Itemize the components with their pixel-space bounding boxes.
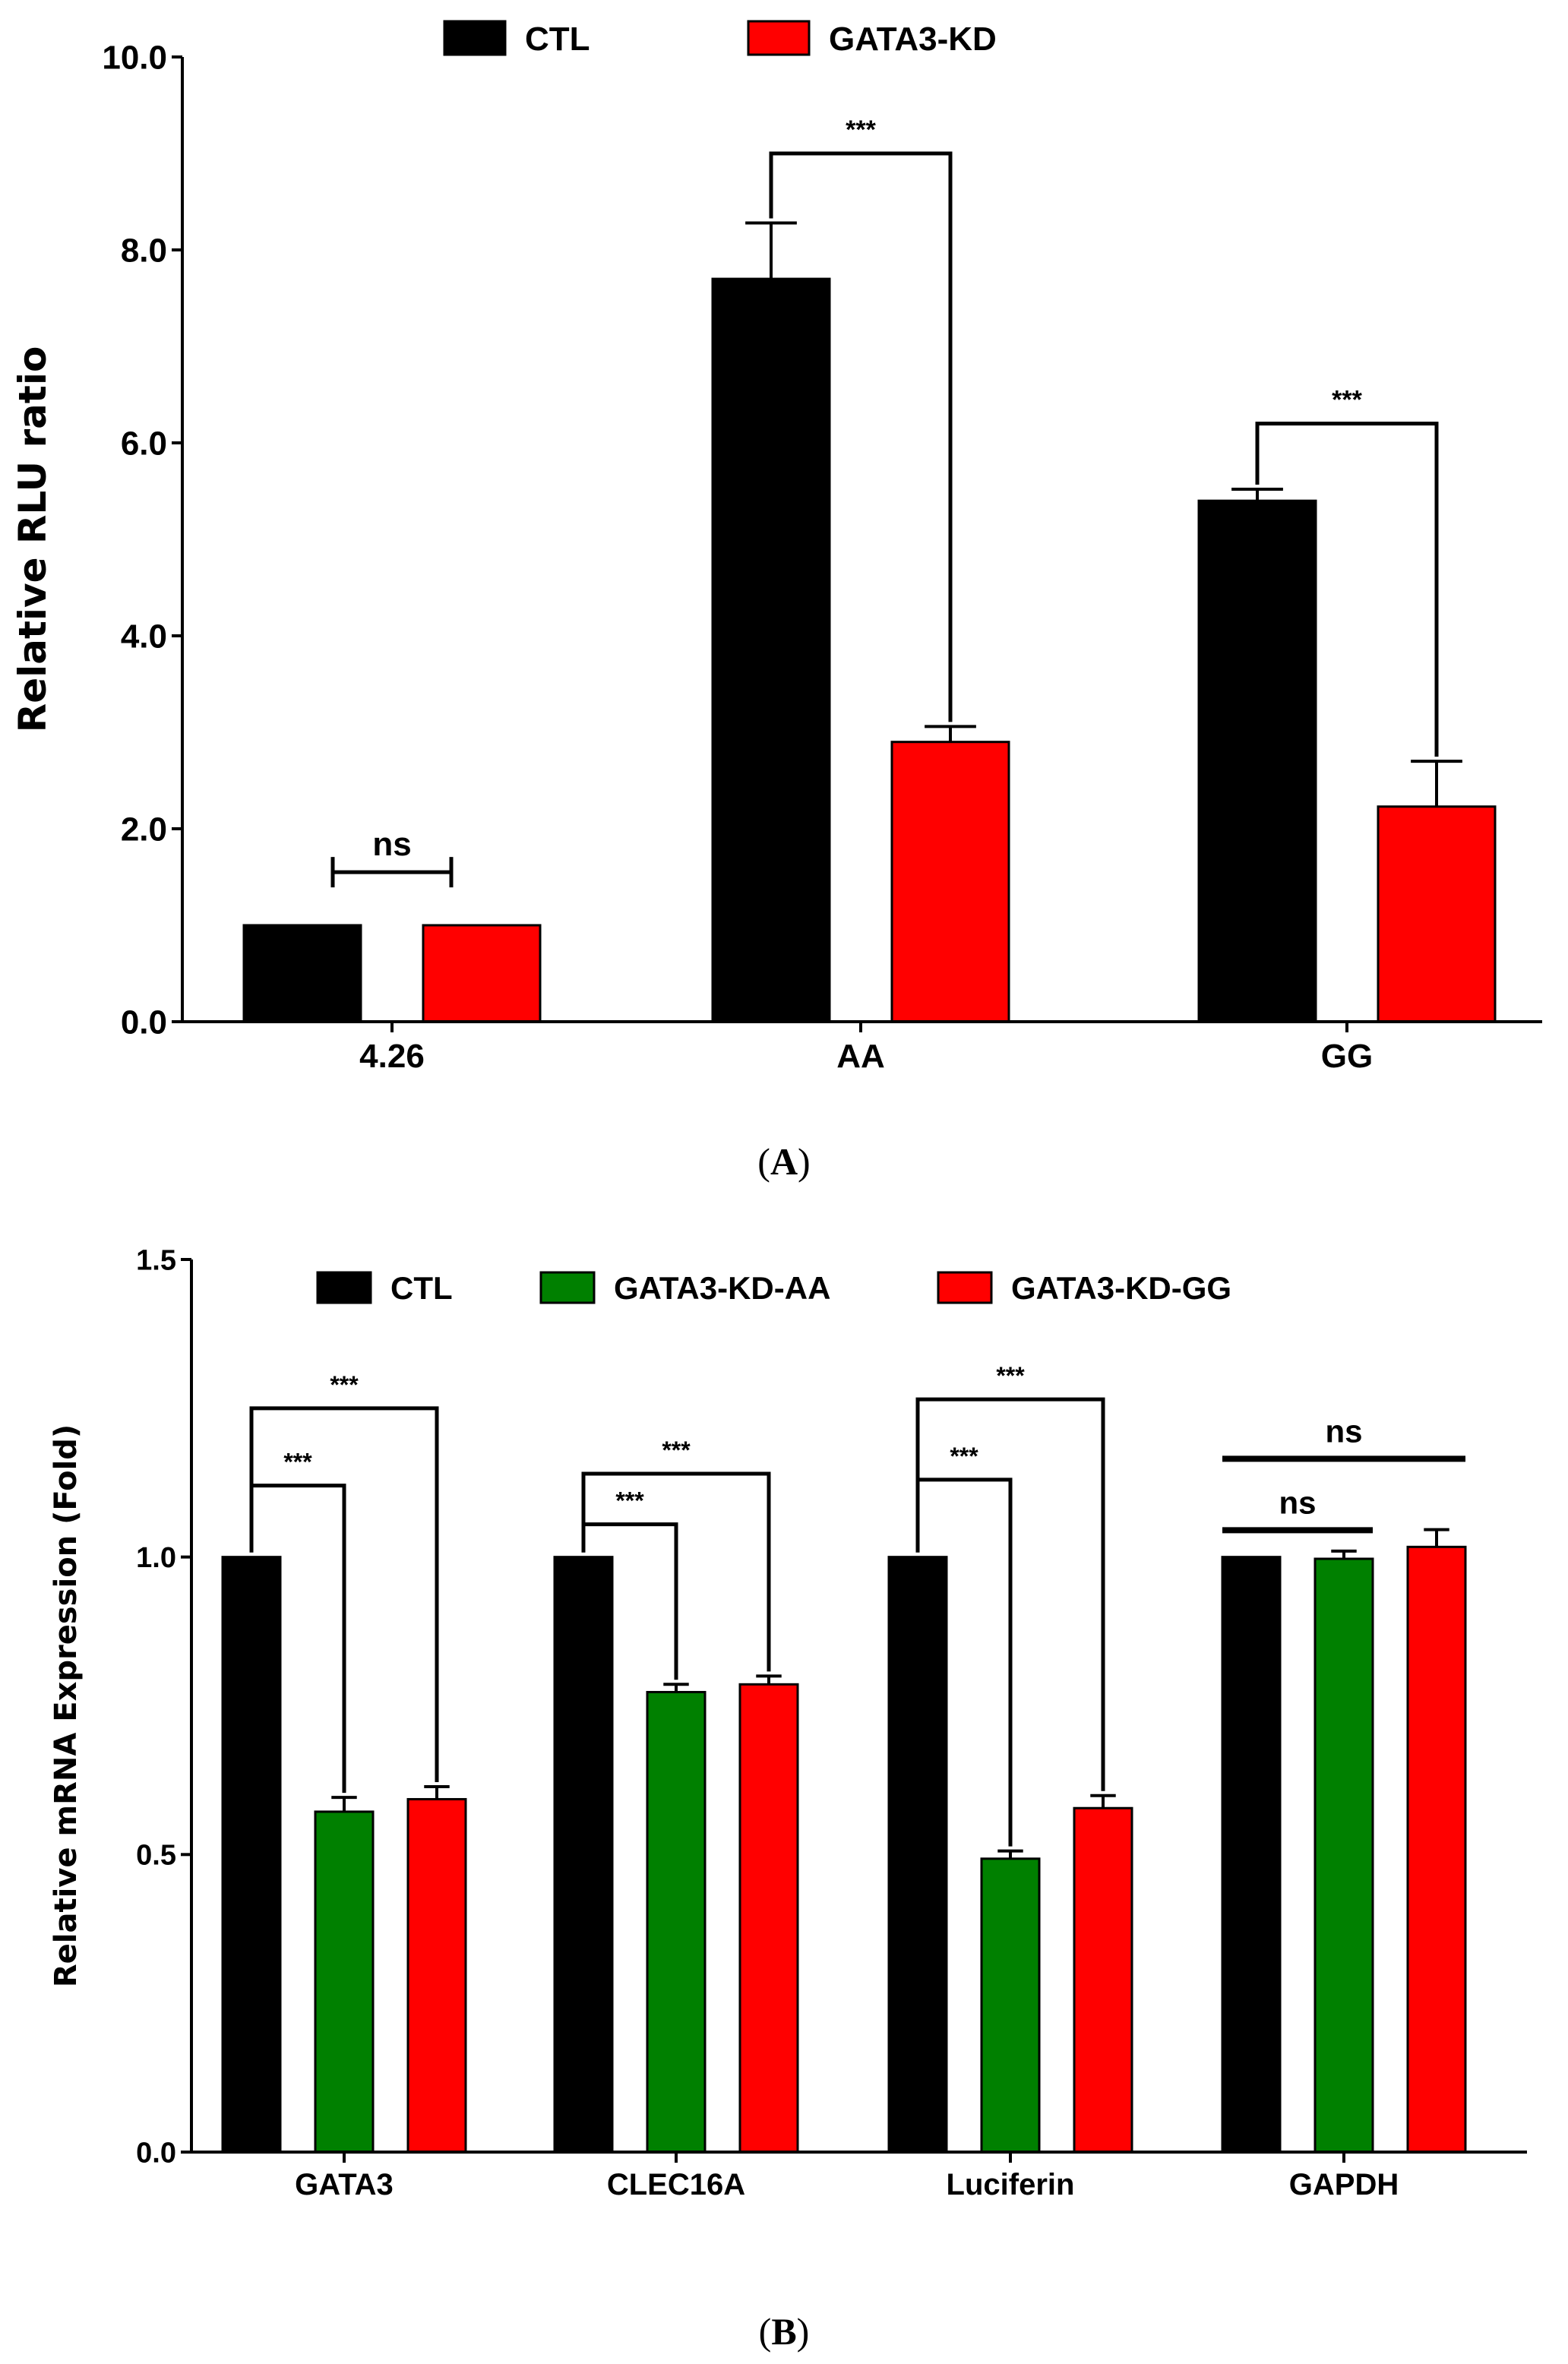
panel-a-significance-label: ***: [1332, 386, 1362, 415]
panel-a-bar: [890, 741, 1010, 1023]
panel-b-y-tick-label: 1.5: [136, 1244, 176, 1276]
panel-a-bar: [1377, 805, 1497, 1023]
panel-b-significance-label: ***: [996, 1362, 1025, 1389]
panel-b-bar: [553, 1556, 614, 2154]
panel-b-significance-label: ***: [662, 1436, 691, 1464]
panel-b-x-tick-label: GAPDH: [1289, 2168, 1399, 2201]
panel-b-significance-label: ***: [950, 1443, 978, 1470]
panel-a-y-tick-label: 0.0: [121, 1003, 167, 1041]
panel-a-bar: [422, 924, 542, 1023]
panel-a-y-tick-label: 10.0: [102, 39, 167, 76]
panel-b-bar: [314, 1810, 375, 2154]
panel-b-y-tick-label: 0.0: [136, 2137, 176, 2169]
panel-b-bar: [646, 1690, 707, 2154]
panel-b-bar: [406, 1797, 467, 2154]
panel-b-legend-swatch: [937, 1271, 993, 1304]
panel-a-x-tick-label: GG: [1321, 1038, 1373, 1075]
panel-b-x-tick-label: Luciferin: [947, 2168, 1075, 2201]
panel-a-legend-label: CTL: [525, 21, 590, 58]
panel-b-significance-label: ns: [1325, 1413, 1362, 1449]
panel-b-significance-bracket: [915, 1397, 1105, 1791]
panel-b-bar: [1314, 1557, 1374, 2154]
panel-a-y-tick-label: 6.0: [121, 425, 167, 462]
panel-a-significance-bracket: [769, 151, 953, 722]
panel-b-bar: [1406, 1545, 1467, 2154]
panel-b-bar: [1221, 1556, 1282, 2154]
panel-b-bar: [887, 1556, 948, 2154]
panel-b-legend-swatch: [316, 1271, 372, 1304]
panel-a-significance-label: ns: [372, 826, 411, 863]
panel-a-y-tick-label: 4.0: [121, 618, 167, 655]
panel-a-bar: [1197, 499, 1317, 1023]
panel-a-bar: [242, 924, 362, 1023]
panel-a-x-tick-label: AA: [836, 1038, 885, 1075]
panel-b-significance-label: ***: [330, 1371, 359, 1398]
panel-a-legend-label: GATA3-KD: [829, 21, 997, 58]
panel-a-y-axis-label: Relative RLU ratio: [11, 346, 55, 733]
panel-a-legend-swatch: [747, 20, 811, 56]
panel-a-y-tick-label: 2.0: [121, 811, 167, 848]
panel-b-bar: [221, 1556, 282, 2154]
panel-b-bar: [738, 1683, 799, 2154]
panel-b-y-tick-label: 1.0: [136, 1542, 176, 1574]
panel-b-bar: [980, 1857, 1041, 2154]
panel-b-legend-swatch: [539, 1271, 596, 1304]
panel-b-significance-bracket: [581, 1471, 771, 1672]
panel-b-bar: [1073, 1806, 1133, 2154]
panel-a-y-tick-label: 8.0: [121, 232, 167, 269]
panel-label-b: (B): [758, 2310, 810, 2353]
panel-a-legend-swatch: [443, 20, 507, 56]
panel-b-y-axis-label: Relative mRNA Expression (Fold): [49, 1424, 84, 1987]
panel-b-significance-label: ns: [1279, 1484, 1316, 1520]
panel-b-significance-bracket: [249, 1406, 439, 1783]
panel-a-significance-bracket: [1255, 422, 1439, 757]
panel-b-x-tick-label: GATA3: [295, 2168, 394, 2201]
panel-a-x-tick-label: 4.26: [359, 1038, 425, 1075]
panel-label-a: (A): [757, 1140, 811, 1183]
panel-b-significance-label: ***: [283, 1449, 312, 1476]
panel-b-legend-label: GATA3-KD-GG: [1011, 1270, 1231, 1306]
panel-b-y-tick-label: 0.5: [136, 1840, 176, 1872]
panel-b-legend-label: CTL: [390, 1270, 453, 1306]
panel-b-x-tick-label: CLEC16A: [607, 2168, 745, 2201]
panel-b-significance-label: ***: [615, 1487, 644, 1515]
panel-b-legend-label: GATA3-KD-AA: [614, 1270, 830, 1306]
panel-a-significance-label: ***: [846, 115, 876, 144]
panel-a-bar: [711, 277, 831, 1023]
